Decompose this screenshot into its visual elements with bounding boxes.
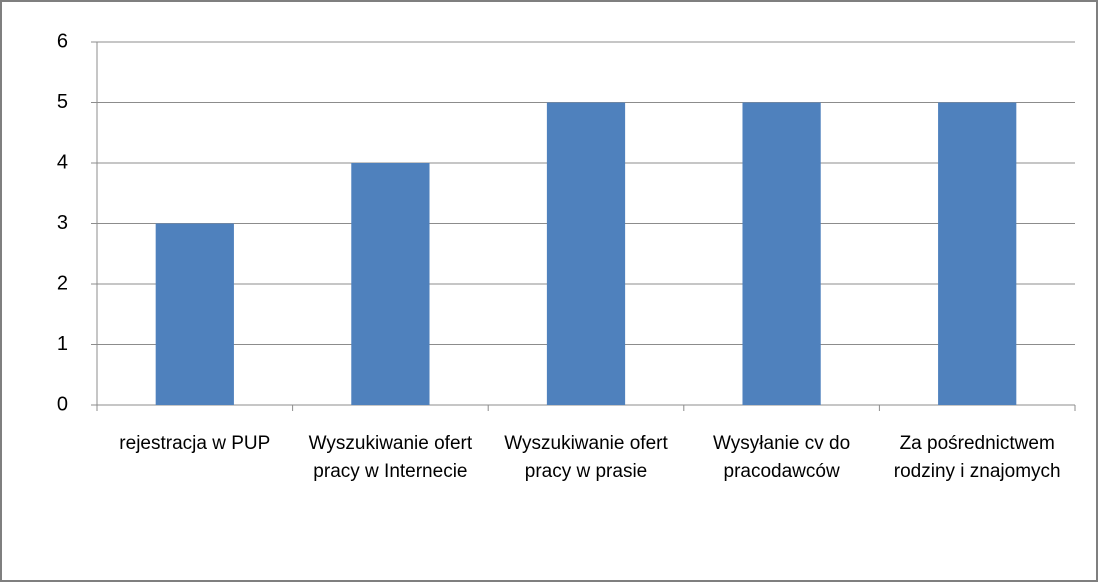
bar bbox=[155, 223, 234, 405]
y-tick-label: 1 bbox=[57, 333, 68, 355]
x-tick-label: Wyszukiwanie ofert pracy w Internecie bbox=[308, 433, 473, 482]
bar bbox=[351, 163, 430, 405]
x-tick-label: Wysyłanie cv do pracodawców bbox=[713, 433, 851, 482]
y-tick-label: 2 bbox=[57, 272, 68, 294]
x-tick-label: Za pośrednictwem rodziny i znajomych bbox=[893, 433, 1061, 482]
y-tick-label: 6 bbox=[57, 30, 68, 52]
y-tick-label: 4 bbox=[57, 151, 68, 173]
bar bbox=[742, 102, 821, 405]
y-tick-label: 0 bbox=[57, 393, 68, 415]
bar bbox=[546, 102, 626, 405]
x-tick-label: Wyszukiwanie ofert pracy w prasie bbox=[504, 433, 668, 482]
y-tick-label: 5 bbox=[57, 91, 68, 113]
bar bbox=[938, 102, 1017, 405]
y-tick-label: 3 bbox=[57, 212, 68, 234]
x-tick-label: rejestracja w PUP bbox=[119, 433, 271, 454]
